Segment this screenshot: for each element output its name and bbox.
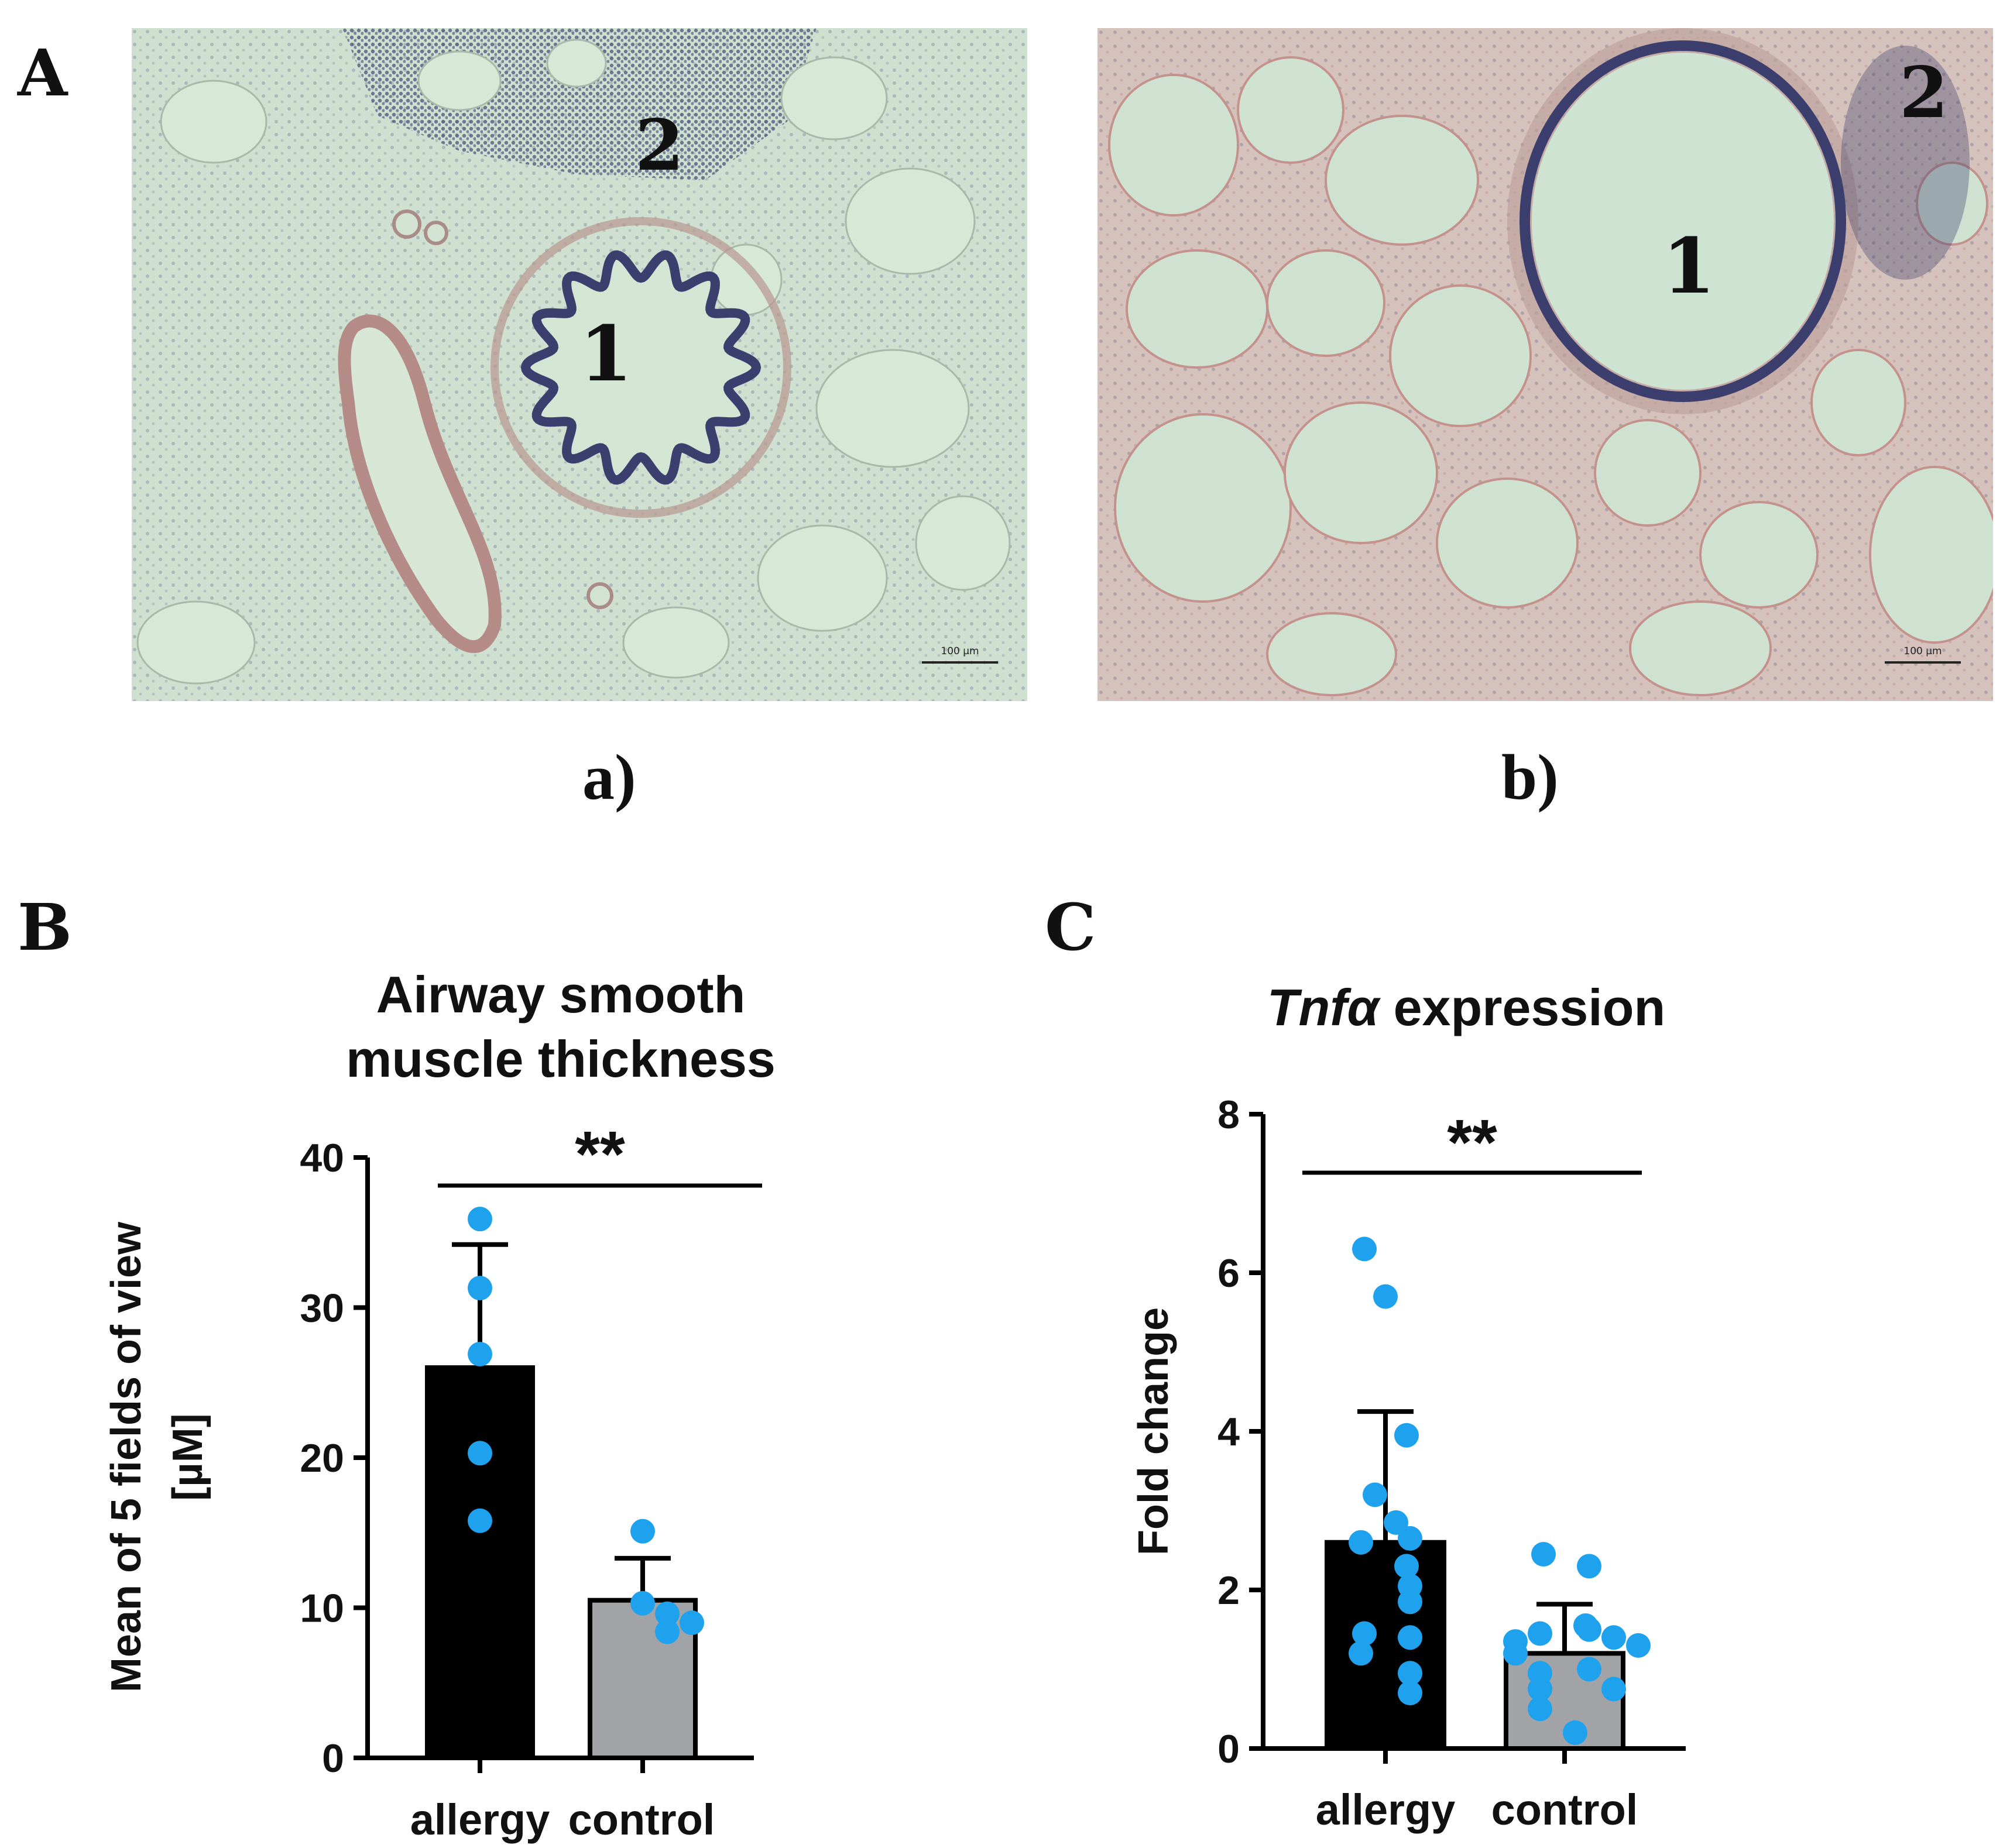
data-point-control xyxy=(630,1519,655,1544)
data-point-allergy xyxy=(468,1276,492,1301)
y-tick-label: 8 xyxy=(1217,1093,1240,1137)
data-point-control xyxy=(680,1610,704,1636)
chart-title: Tnfα expression xyxy=(1267,978,1666,1036)
y-tick-label: 6 xyxy=(1217,1251,1240,1296)
data-point-allergy xyxy=(1352,1236,1377,1262)
data-point-allergy xyxy=(468,1207,492,1232)
data-point-control xyxy=(1503,1641,1528,1666)
data-point-allergy xyxy=(468,1508,492,1533)
significance-marker: ** xyxy=(1447,1107,1497,1179)
micrograph-allergy-region-2: 2 xyxy=(635,104,684,187)
scalebar-control xyxy=(1885,661,1961,664)
scalebar-allergy xyxy=(922,661,998,664)
x-tick-label-control: control xyxy=(568,1795,715,1844)
significance-marker: ** xyxy=(575,1118,625,1190)
scalebar-label-allergy: 100 µm xyxy=(941,645,979,657)
data-point-control xyxy=(1531,1542,1556,1567)
data-point-control xyxy=(1601,1677,1626,1702)
chart-title-line: muscle thickness xyxy=(346,1030,776,1088)
micrograph-control-region-1: 1 xyxy=(1662,221,1716,311)
x-tick-label-allergy: allergy xyxy=(410,1795,550,1844)
data-point-allergy xyxy=(1398,1625,1422,1650)
panel-letter-b: B xyxy=(18,889,72,965)
scalebar-label-control: 100 µm xyxy=(1903,645,1942,657)
data-point-allergy xyxy=(1398,1589,1422,1615)
y-tick-label: 20 xyxy=(300,1436,344,1481)
chart-title-italic: Tnfα xyxy=(1267,978,1381,1036)
bar-control xyxy=(588,1598,698,1761)
micrograph-control: 2 1 100 µm xyxy=(1097,28,1993,701)
data-point-allergy xyxy=(1398,1681,1422,1706)
y-tick-label: 0 xyxy=(1217,1727,1240,1771)
data-point-allergy xyxy=(1349,1641,1373,1666)
data-point-control xyxy=(1577,1657,1601,1682)
data-point-allergy xyxy=(1352,1621,1377,1646)
micrograph-allergy: 2 1 100 µm xyxy=(132,28,1027,701)
y-tick-label: 4 xyxy=(1217,1410,1240,1454)
y-tick-label: 0 xyxy=(322,1736,344,1781)
y-tick-label: 10 xyxy=(300,1586,344,1631)
panel-letter-c: C xyxy=(1045,889,1096,965)
micrograph-control-region-2: 2 xyxy=(1899,51,1949,134)
data-point-control xyxy=(1528,1621,1552,1646)
y-tick-label: 30 xyxy=(300,1286,344,1331)
data-point-allergy xyxy=(468,1342,492,1367)
y-tick-label: 2 xyxy=(1217,1568,1240,1613)
data-point-control xyxy=(1577,1554,1601,1579)
data-point-control xyxy=(1528,1696,1552,1722)
chart-title-rest: expression xyxy=(1379,978,1665,1036)
data-point-allergy xyxy=(1349,1530,1373,1555)
data-point-control xyxy=(655,1601,680,1626)
x-tick-label-control: control xyxy=(1491,1785,1638,1834)
bar-allergy xyxy=(1325,1540,1446,1751)
chart-airway-smooth-muscle: Airway smooth muscle thickness Mean of 5 f… xyxy=(103,966,776,1844)
data-point-allergy xyxy=(468,1441,492,1466)
chart-tnfa-expression: Tnfα expression Fold change 0 2 4 6 8 allergy co… xyxy=(1130,978,1686,1834)
data-point-allergy xyxy=(1394,1423,1419,1448)
micrograph-control-image xyxy=(1097,28,1993,701)
data-point-control xyxy=(1528,1677,1552,1702)
data-point-control xyxy=(1563,1720,1587,1745)
caption-a: a) xyxy=(582,741,636,813)
data-point-allergy xyxy=(1384,1510,1408,1535)
y-axis-label: Mean of 5 fields of view xyxy=(103,1221,150,1692)
panel-letter-a: A xyxy=(18,35,68,111)
data-point-allergy xyxy=(1394,1554,1419,1579)
data-point-allergy xyxy=(1363,1482,1387,1507)
data-point-control xyxy=(630,1591,655,1616)
bar-allergy xyxy=(425,1365,535,1761)
caption-b: b) xyxy=(1501,741,1559,813)
y-axis-label: Fold change xyxy=(1130,1307,1177,1555)
micrograph-allergy-image xyxy=(132,28,1027,701)
micrograph-allergy-region-1: 1 xyxy=(579,309,633,399)
data-point-allergy xyxy=(1398,1526,1422,1551)
data-point-control xyxy=(1577,1617,1601,1642)
data-point-control xyxy=(1626,1633,1651,1658)
data-point-allergy xyxy=(1373,1284,1398,1309)
data-point-allergy xyxy=(1398,1661,1422,1686)
chart-title-line: Airway smooth xyxy=(376,966,746,1023)
data-point-control xyxy=(1601,1625,1626,1650)
x-tick-label-allergy: allergy xyxy=(1316,1785,1456,1834)
data-point-control xyxy=(655,1619,680,1644)
y-tick-label: 40 xyxy=(300,1136,344,1180)
y-axis-label: [µM] xyxy=(164,1413,211,1500)
